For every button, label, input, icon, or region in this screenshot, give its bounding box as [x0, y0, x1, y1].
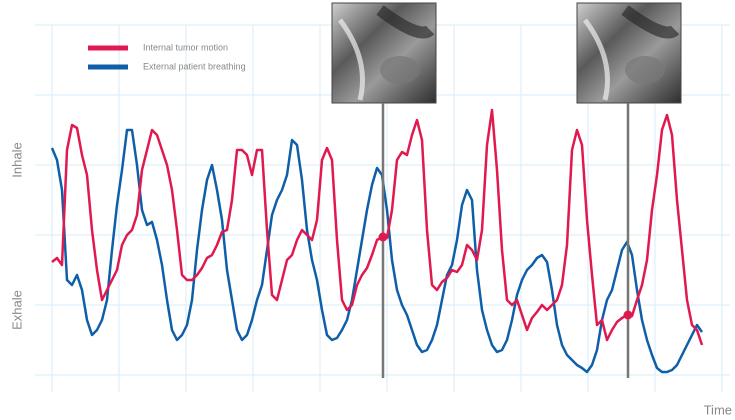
scan-image [332, 3, 436, 103]
markers [379, 103, 633, 378]
y-label-bottom: Exhale [9, 290, 24, 330]
x-label: Time [704, 402, 732, 417]
marker-dot [379, 233, 388, 242]
marker-dot [624, 311, 633, 320]
legend: Internal tumor motion External patient br… [88, 42, 246, 71]
series-line [52, 130, 702, 372]
scan-image [577, 3, 681, 103]
y-label-top: Inhale [9, 142, 24, 177]
legend-label: Internal tumor motion [143, 42, 228, 52]
plot [52, 110, 702, 372]
chart: Internal tumor motion External patient br… [0, 0, 735, 420]
legend-label: External patient breathing [143, 61, 246, 71]
